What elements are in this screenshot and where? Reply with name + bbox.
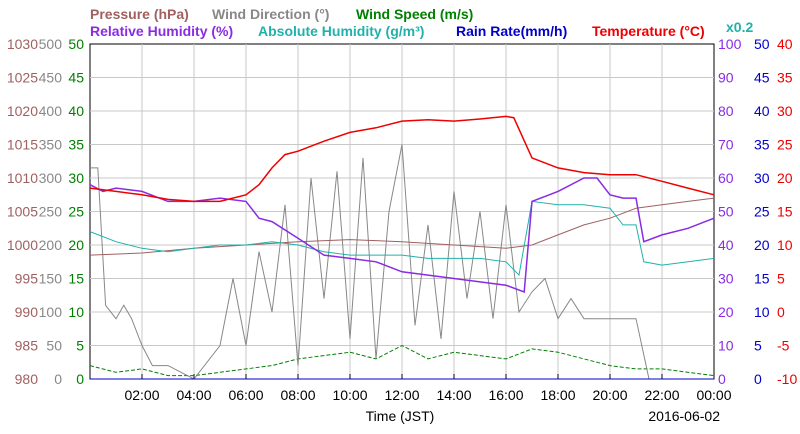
data-series xyxy=(89,115,715,380)
y-tick-label: 45 xyxy=(754,70,770,86)
y-tick-label: 35 xyxy=(777,70,793,86)
x-tick-label: 20:00 xyxy=(592,387,627,403)
x-tick-label: 00:00 xyxy=(696,387,731,403)
y-tick-label: 10 xyxy=(754,304,770,320)
x-tick-label: 18:00 xyxy=(540,387,575,403)
y-tick-label: 30 xyxy=(718,271,734,287)
x-axis-label: Time (JST) xyxy=(366,408,435,424)
y-tick-label: 5 xyxy=(754,338,762,354)
series-line xyxy=(89,344,715,377)
y-tick-label: 400 xyxy=(39,103,63,119)
y-tick-label: 10 xyxy=(777,237,793,253)
x-tick-label: 04:00 xyxy=(176,387,211,403)
legend-temperature: Temperature (°C) xyxy=(592,23,705,39)
y-tick-label: 20 xyxy=(68,237,84,253)
y-tick-label: 0 xyxy=(54,371,62,387)
y-tick-label: 30 xyxy=(754,170,770,186)
y-tick-label: 1000 xyxy=(7,237,38,253)
y-tick-label: 15 xyxy=(777,204,793,220)
y-tick-label: 25 xyxy=(777,137,793,153)
y-tick-label: 150 xyxy=(39,271,63,287)
x-tick-labels: 02:00 04:00 06:00 08:00 10:00 12:00 14:00 16:00… xyxy=(124,387,731,403)
y-tick-label: -5 xyxy=(777,338,790,354)
legend-wind-speed: Wind Speed (m/s) xyxy=(356,6,473,22)
y-tick-label: 45 xyxy=(68,70,84,86)
y-tick-label: 0 xyxy=(76,371,84,387)
y-tick-label: 35 xyxy=(68,137,84,153)
y-tick-label: -10 xyxy=(777,371,797,387)
y-tick-label: 25 xyxy=(754,204,770,220)
y-tick-label: 0 xyxy=(777,304,785,320)
y-tick-label: 1030 xyxy=(7,36,38,52)
x-tick-label: 02:00 xyxy=(124,387,159,403)
y-tick-label: 995 xyxy=(15,271,39,287)
y-tick-label: 20 xyxy=(777,170,793,186)
y-tick-label: 0 xyxy=(754,371,762,387)
y-tick-label: 15 xyxy=(68,271,84,287)
x-tick-label: 22:00 xyxy=(644,387,679,403)
y-tick-label: 40 xyxy=(718,237,734,253)
y-tick-label: 350 xyxy=(39,137,63,153)
x-tick-label: 10:00 xyxy=(332,387,367,403)
y-tick-label: 1010 xyxy=(7,170,38,186)
series-line xyxy=(89,115,715,203)
legend-wind-direction: Wind Direction (°) xyxy=(212,6,329,22)
y-tick-label: 100 xyxy=(718,36,742,52)
legend-relative-humidity: Relative Humidity (%) xyxy=(90,23,233,39)
legend-absolute-humidity: Absolute Humidity (g/m³) xyxy=(258,23,424,39)
y-tick-label: 1005 xyxy=(7,204,38,220)
y-tick-label: 35 xyxy=(754,137,770,153)
y-tick-label: 80 xyxy=(718,103,734,119)
y-tick-labels: 1030102510201015101010051000995990985980… xyxy=(7,36,798,387)
y-tick-label: 30 xyxy=(68,170,84,186)
y-tick-label: 5 xyxy=(777,271,785,287)
y-tick-label: 50 xyxy=(718,204,734,220)
y-tick-label: 30 xyxy=(777,103,793,119)
y-tick-label: 0 xyxy=(718,371,726,387)
y-tick-label: 40 xyxy=(754,103,770,119)
series-line xyxy=(89,200,715,277)
y-tick-label: 50 xyxy=(754,36,770,52)
y-tick-label: 60 xyxy=(718,170,734,186)
y-tick-label: 300 xyxy=(39,170,63,186)
x-tick-label: 14:00 xyxy=(436,387,471,403)
x-tick-label: 08:00 xyxy=(280,387,315,403)
y-tick-label: 5 xyxy=(76,338,84,354)
legend-rain-rate: Rain Rate(mm/h) xyxy=(456,23,567,39)
y-tick-label: 200 xyxy=(39,237,63,253)
y-tick-label: 70 xyxy=(718,137,734,153)
x-tick-label: 12:00 xyxy=(384,387,419,403)
y-tick-label: 50 xyxy=(68,36,84,52)
y-tick-label: 90 xyxy=(718,70,734,86)
grid-lines xyxy=(90,44,715,379)
y-tick-label: 20 xyxy=(754,237,770,253)
y-tick-label: 1025 xyxy=(7,70,38,86)
legend-scale-note: x0.2 xyxy=(726,19,753,35)
series-line xyxy=(89,197,715,256)
x-tick-label: 06:00 xyxy=(228,387,263,403)
y-tick-label: 985 xyxy=(15,338,39,354)
y-tick-label: 15 xyxy=(754,271,770,287)
y-tick-label: 250 xyxy=(39,204,63,220)
y-tick-label: 1015 xyxy=(7,137,38,153)
y-tick-label: 990 xyxy=(15,304,39,320)
y-tick-label: 450 xyxy=(39,70,63,86)
y-tick-label: 10 xyxy=(68,304,84,320)
y-tick-label: 40 xyxy=(68,103,84,119)
x-tick-label: 16:00 xyxy=(488,387,523,403)
y-tick-label: 500 xyxy=(39,36,63,52)
legend-pressure: Pressure (hPa) xyxy=(90,6,189,22)
y-tick-label: 980 xyxy=(15,371,39,387)
y-tick-label: 25 xyxy=(68,204,84,220)
y-tick-label: 100 xyxy=(39,304,63,320)
y-tick-label: 50 xyxy=(46,338,62,354)
chart-date: 2016-06-02 xyxy=(648,408,720,424)
y-tick-label: 10 xyxy=(718,338,734,354)
y-tick-label: 1020 xyxy=(7,103,38,119)
y-tick-label: 40 xyxy=(777,36,793,52)
series-line xyxy=(90,144,714,380)
y-tick-label: 20 xyxy=(718,304,734,320)
